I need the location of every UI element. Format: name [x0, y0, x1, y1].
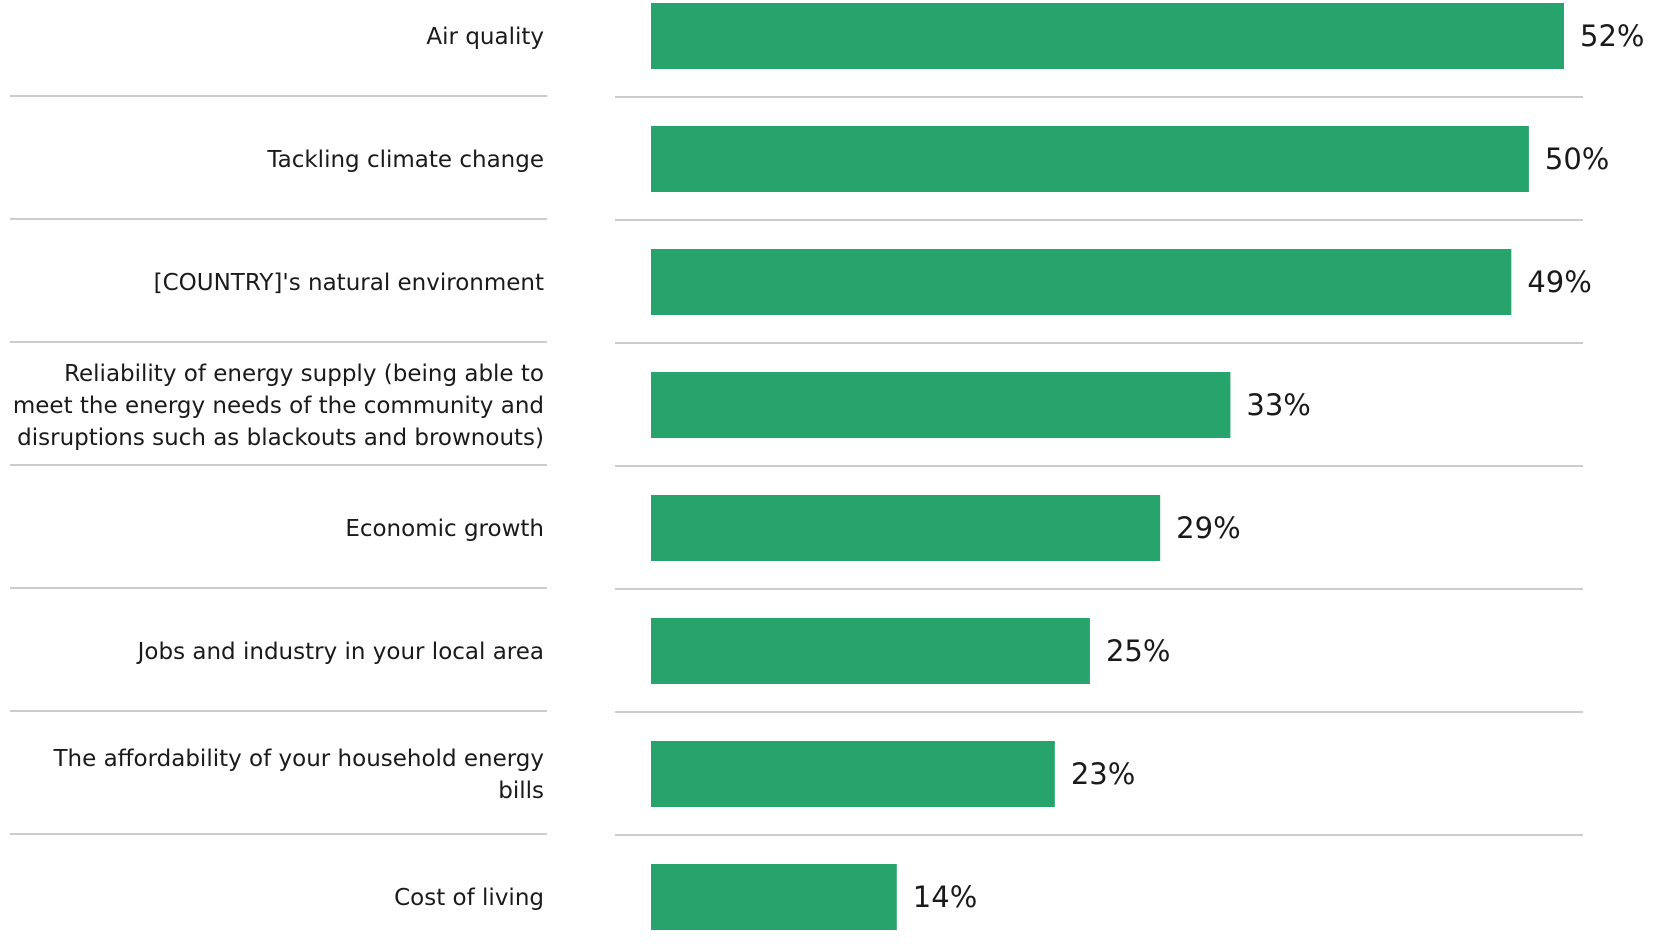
value-label: 50% [1545, 142, 1609, 176]
category-label-line: Jobs and industry in your local area [136, 639, 544, 665]
value-label: 29% [1176, 511, 1240, 545]
category-label-line: Tackling climate change [266, 147, 544, 173]
bar-row: Economic growth 29% [10, 495, 1583, 590]
bar-row: Reliability of energy supply (being able… [10, 361, 1583, 467]
category-label: Cost of living [394, 885, 544, 911]
value-label: 49% [1527, 265, 1591, 299]
bar-row: Jobs and industry in your local area 25% [10, 618, 1583, 713]
value-label: 25% [1106, 634, 1170, 668]
category-label: Tackling climate change [266, 147, 544, 173]
category-label: The affordability of your household ener… [52, 746, 544, 804]
category-label: Air quality [426, 24, 544, 50]
category-label-line: disruptions such as blackouts and browno… [17, 425, 544, 451]
bar [651, 372, 1231, 438]
bar [651, 618, 1090, 684]
category-label-line: bills [498, 778, 544, 804]
category-label-line: meet the energy needs of the community a… [13, 393, 544, 419]
bar-row: [COUNTRY]'s natural environment 49% [10, 249, 1592, 344]
bar-row: The affordability of your household ener… [10, 741, 1583, 836]
category-label-line: [COUNTRY]'s natural environment [154, 270, 544, 296]
category-label: Economic growth [345, 516, 544, 542]
category-label-line: Reliability of energy supply (being able… [64, 361, 544, 387]
category-label: Reliability of energy supply (being able… [13, 361, 544, 451]
bar-row: Air quality 52% [10, 3, 1644, 98]
bar [651, 249, 1512, 315]
value-label: 23% [1071, 757, 1135, 791]
value-label: 52% [1580, 19, 1644, 53]
bar [651, 741, 1055, 807]
bar [651, 3, 1564, 69]
bar [651, 126, 1529, 192]
category-label-line: Cost of living [394, 885, 544, 911]
category-label-line: Economic growth [345, 516, 544, 542]
bar [651, 864, 897, 930]
bar-row: Tackling climate change 50% [10, 126, 1609, 221]
category-label: [COUNTRY]'s natural environment [154, 270, 544, 296]
category-label-line: The affordability of your household ener… [52, 746, 544, 772]
bar [651, 495, 1161, 561]
value-label: 33% [1246, 388, 1310, 422]
category-label: Jobs and industry in your local area [136, 639, 544, 665]
bar-row: Cost of living 14% [394, 864, 977, 930]
value-label: 14% [913, 880, 977, 914]
category-label-line: Air quality [426, 24, 544, 50]
